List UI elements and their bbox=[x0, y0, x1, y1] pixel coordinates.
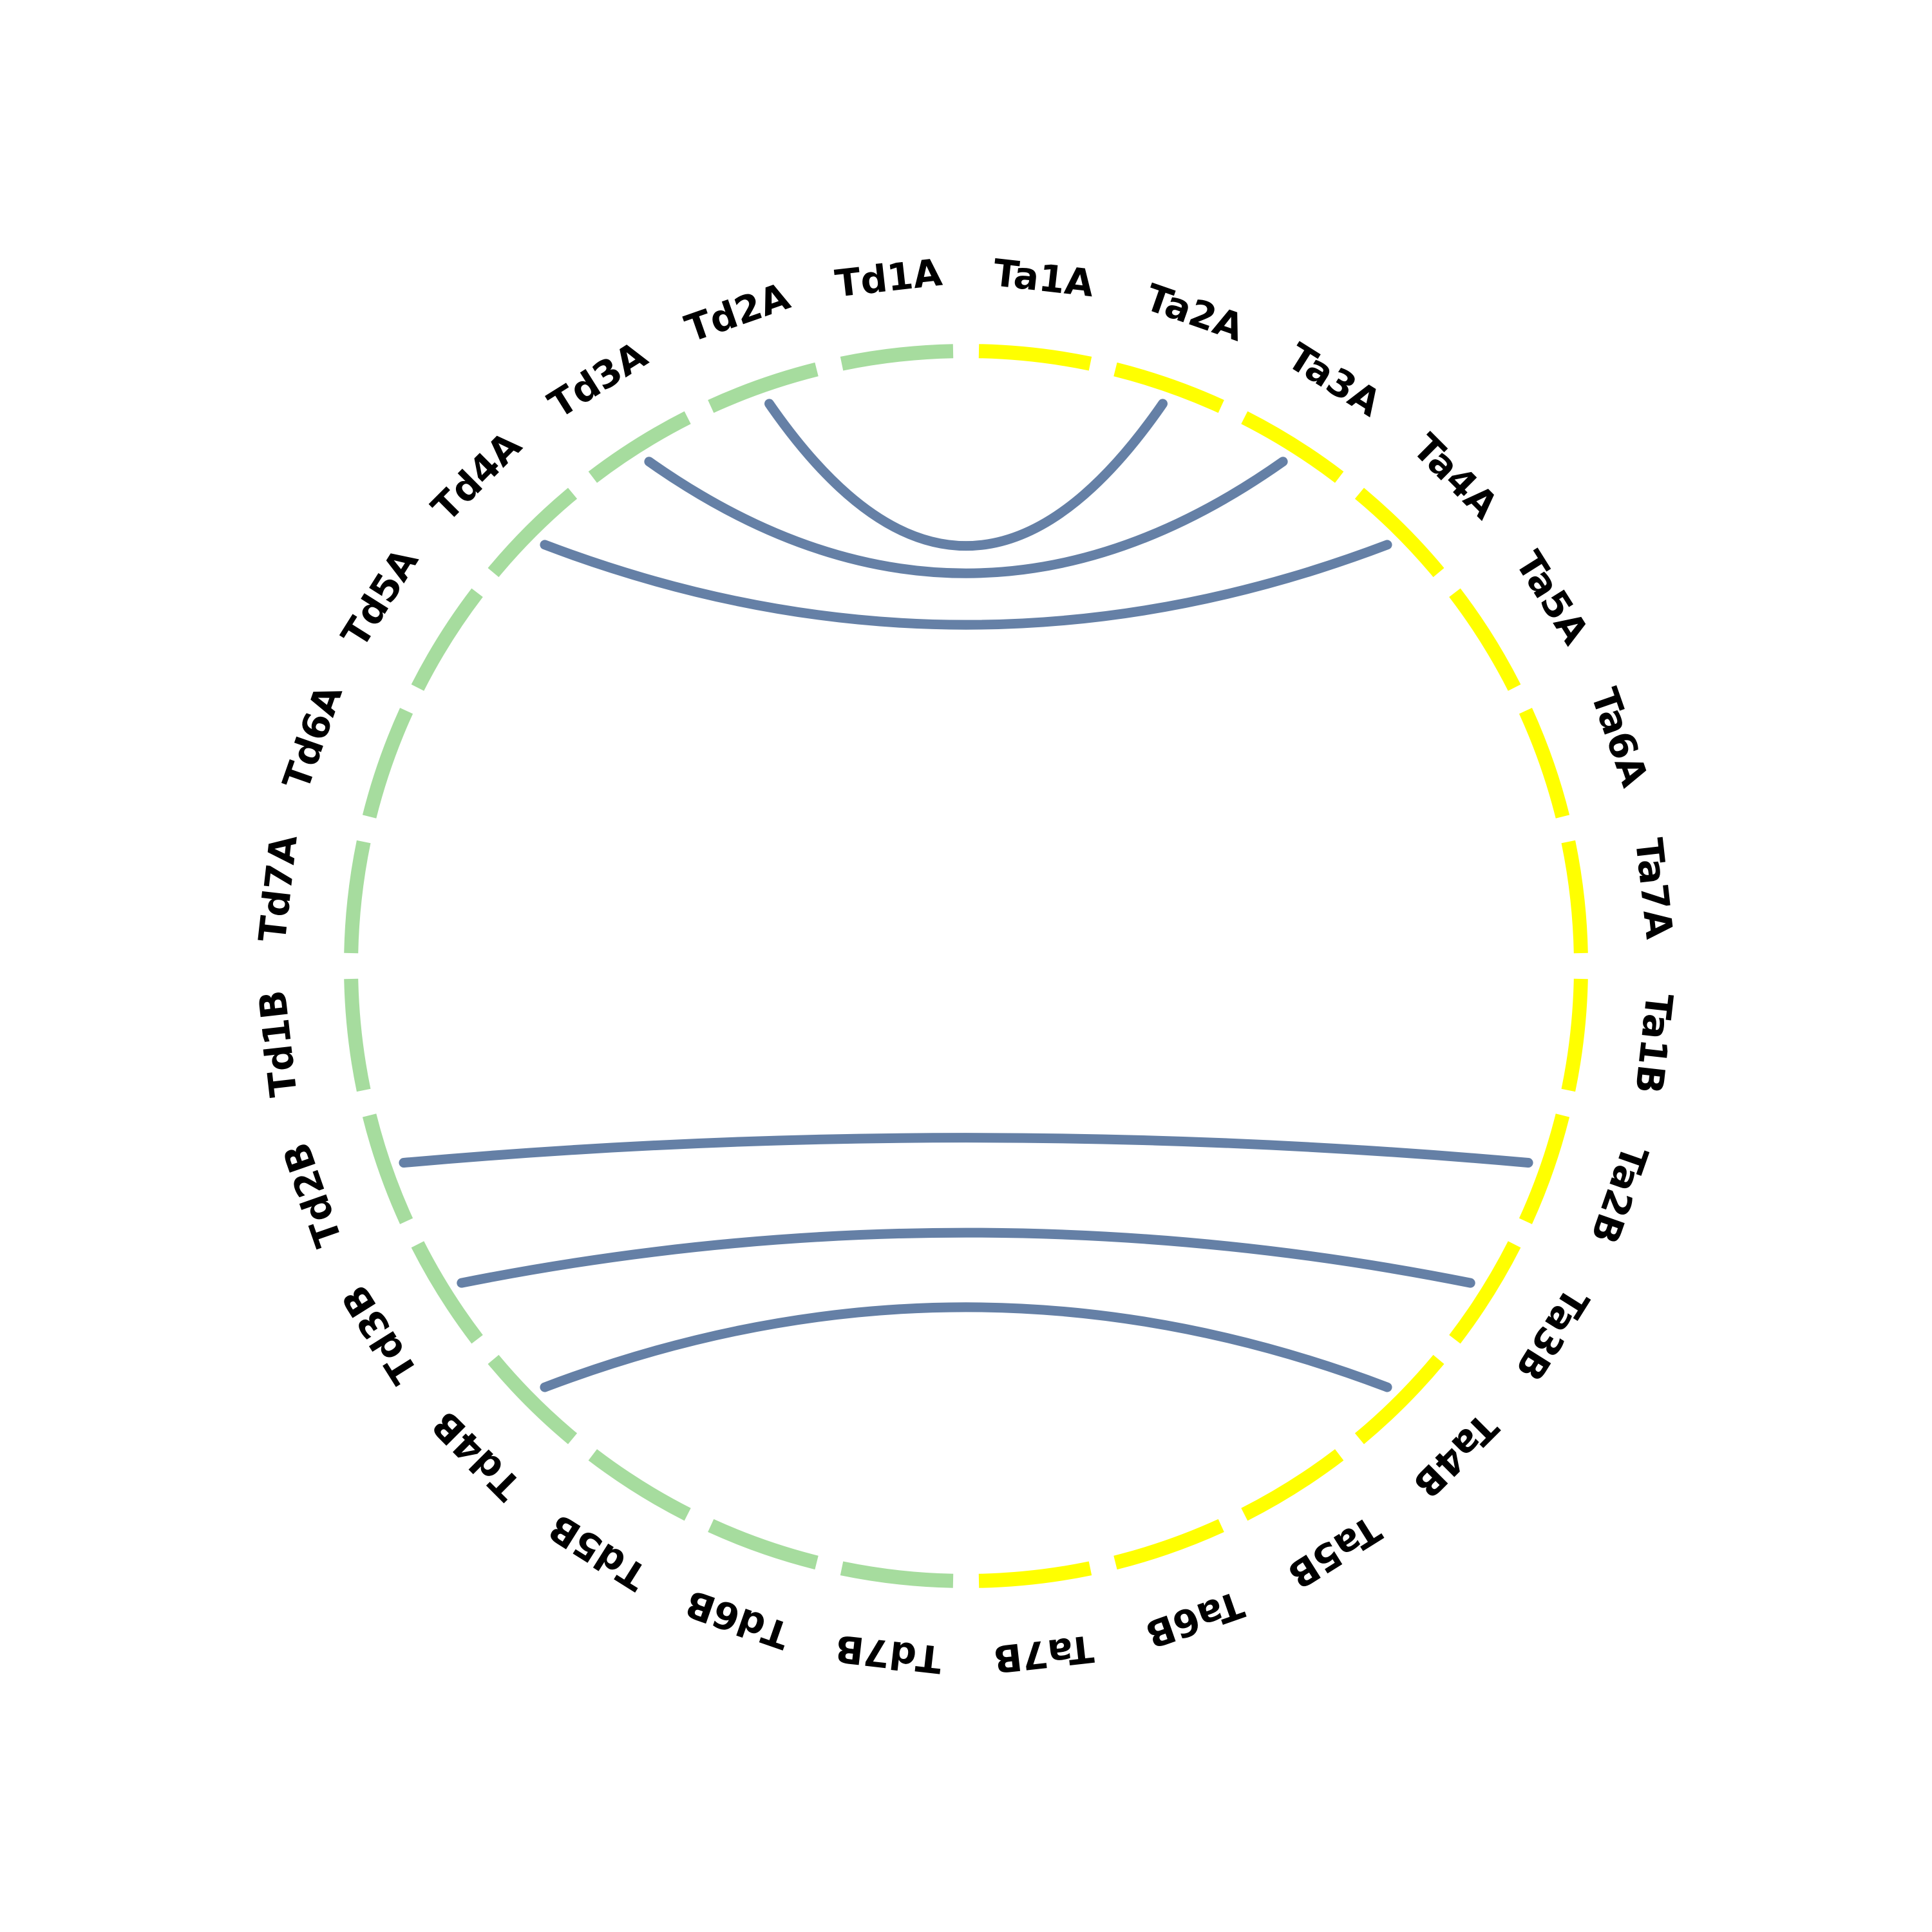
segment-td3b bbox=[411, 1241, 483, 1344]
segment-td3a bbox=[588, 411, 691, 483]
label-td1a: Td1A bbox=[833, 251, 944, 306]
segment-ta5b bbox=[1241, 1449, 1344, 1521]
segment-ta4b bbox=[1354, 1354, 1444, 1444]
segment-ta3b bbox=[1449, 1241, 1521, 1344]
link-td2b-ta2b bbox=[399, 1133, 1533, 1168]
label-td5a: Td5A bbox=[333, 540, 427, 654]
link-td2a-ta2a bbox=[764, 399, 1168, 551]
segment-td2a bbox=[708, 362, 819, 413]
label-td5b: Td5B bbox=[541, 1505, 654, 1599]
segment-ta2b bbox=[1519, 1113, 1570, 1224]
label-ta7b: Ta7B bbox=[991, 1627, 1095, 1681]
label-ta1a: Ta1A bbox=[991, 251, 1096, 305]
label-ta7a: Ta7A bbox=[1627, 836, 1681, 941]
label-ta2b: Ta2B bbox=[1582, 1140, 1657, 1249]
label-td2b: Td2B bbox=[274, 1137, 351, 1253]
label-td6a: Td6A bbox=[274, 679, 351, 795]
segment-ta4a bbox=[1354, 488, 1444, 578]
segment-ta1b bbox=[1561, 978, 1588, 1092]
segment-td1a bbox=[840, 344, 954, 371]
label-td3b: Td3B bbox=[333, 1278, 427, 1391]
label-td7a: Td7A bbox=[251, 833, 306, 944]
label-ta2a: Ta2A bbox=[1140, 275, 1249, 350]
segment-td4b bbox=[488, 1354, 578, 1444]
label-td4b: Td4B bbox=[423, 1403, 529, 1509]
segment-td1b bbox=[344, 978, 371, 1092]
label-ta4b: Ta4B bbox=[1405, 1405, 1506, 1506]
link-td4b-ta4b bbox=[540, 1302, 1392, 1392]
link-td4a-ta4a bbox=[540, 540, 1392, 630]
segment-ta7a bbox=[1561, 840, 1588, 954]
segment-ta2a bbox=[1113, 362, 1224, 413]
label-ta6a: Ta6A bbox=[1582, 683, 1657, 792]
segment-td2b bbox=[362, 1113, 413, 1224]
label-td1b: Td1B bbox=[251, 988, 306, 1099]
segment-td6b bbox=[708, 1519, 819, 1570]
label-ta5a: Ta5A bbox=[1507, 544, 1598, 652]
label-td2a: Td2A bbox=[679, 274, 795, 351]
segment-td5b bbox=[588, 1449, 691, 1521]
label-ta6b: Ta6B bbox=[1140, 1582, 1249, 1657]
segments-layer bbox=[344, 344, 1588, 1588]
segment-td6a bbox=[362, 708, 413, 819]
label-ta3a: Ta3A bbox=[1280, 334, 1389, 425]
link-td3a-ta3a bbox=[644, 457, 1288, 578]
segment-td5a bbox=[411, 588, 483, 691]
segment-ta1a bbox=[978, 344, 1092, 371]
label-td3a: Td3A bbox=[541, 333, 655, 427]
label-ta3b: Ta3B bbox=[1507, 1280, 1597, 1388]
label-td4a: Td4A bbox=[423, 423, 530, 530]
segment-td4a bbox=[488, 488, 578, 578]
segment-ta6b bbox=[1113, 1519, 1224, 1570]
segment-ta5a bbox=[1449, 588, 1521, 691]
label-ta5b: Ta5B bbox=[1280, 1507, 1388, 1597]
segment-ta7b bbox=[978, 1561, 1092, 1588]
segment-ta6a bbox=[1519, 708, 1570, 819]
label-td6b: Td6B bbox=[680, 1581, 795, 1658]
label-td7b: Td7B bbox=[833, 1626, 944, 1681]
label-ta1b: Ta1B bbox=[1627, 991, 1681, 1095]
link-td3b-ta3b bbox=[457, 1227, 1475, 1288]
links-layer bbox=[399, 399, 1533, 1392]
segment-td7a bbox=[344, 840, 371, 954]
label-ta4a: Ta4A bbox=[1405, 425, 1507, 527]
segment-ta3a bbox=[1241, 411, 1344, 483]
segment-td7b bbox=[840, 1561, 954, 1588]
